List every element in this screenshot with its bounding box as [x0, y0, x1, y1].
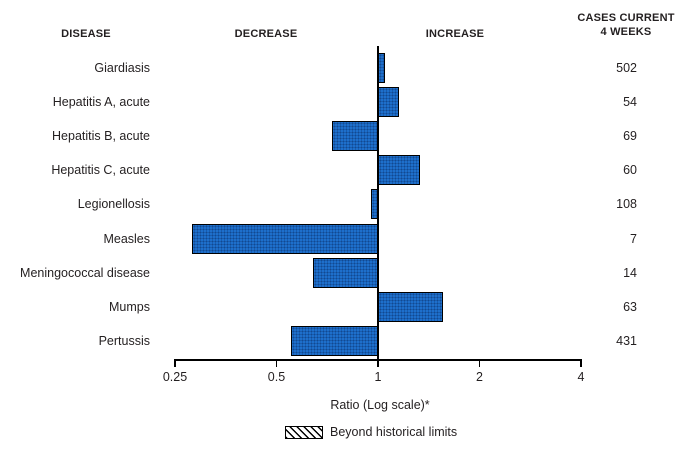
cases-current-value: 63	[623, 300, 637, 314]
ratio-bar	[378, 53, 386, 83]
x-axis-tick	[478, 359, 481, 367]
column-header-decrease: DECREASE	[234, 28, 298, 40]
ratio-bar	[378, 155, 420, 185]
cases-current-value: 69	[623, 129, 637, 143]
column-header-increase: INCREASE	[425, 28, 485, 40]
cases-current-value: 431	[616, 334, 637, 348]
cases-current-value: 108	[616, 197, 637, 211]
x-axis-tick-label: 1	[374, 370, 382, 384]
disease-label: Giardiasis	[94, 61, 150, 75]
ratio-bar	[290, 326, 378, 356]
ratio-bar	[191, 224, 378, 254]
cases-header-line1: CASES CURRENT	[577, 12, 675, 24]
disease-label: Measles	[103, 232, 150, 246]
disease-label: Hepatitis A, acute	[52, 95, 150, 109]
disease-label: Hepatitis B, acute	[52, 129, 150, 143]
x-axis-tick-label: 0.25	[162, 370, 188, 384]
cases-header-line2: 4 WEEKS	[600, 26, 652, 38]
disease-label: Mumps	[109, 300, 150, 314]
x-axis-tick	[275, 359, 278, 367]
beyond-historical-limits-swatch	[285, 426, 323, 439]
ratio-bar	[312, 258, 378, 288]
x-axis-tick	[174, 359, 176, 367]
cases-current-value: 54	[623, 95, 637, 109]
x-axis-tick-label: 4	[577, 370, 585, 384]
column-header-disease: DISEASE	[61, 28, 111, 40]
cases-current-value: 7	[630, 232, 637, 246]
ratio-bar	[378, 292, 444, 322]
ratio-bar	[331, 121, 378, 151]
ratio-bar	[378, 87, 399, 117]
disease-label: Meningococcal disease	[20, 266, 150, 280]
x-axis-tick	[580, 359, 582, 367]
column-header-cases-current: CASES CURRENT 4 WEEKS	[577, 11, 674, 39]
baseline-ratio-1-line	[377, 46, 379, 359]
x-axis-tick	[377, 359, 379, 367]
ratio-bar	[370, 189, 378, 219]
legend-label: Beyond historical limits	[330, 425, 458, 439]
x-axis-tick-label: 2	[476, 370, 483, 384]
disease-label: Hepatitis C, acute	[51, 163, 150, 177]
cases-current-value: 502	[616, 61, 637, 75]
cases-current-value: 60	[623, 163, 637, 177]
x-axis-tick-label: 0.5	[267, 370, 286, 384]
disease-label: Pertussis	[98, 334, 150, 348]
disease-label: Legionellosis	[77, 197, 150, 211]
x-axis-label: Ratio (Log scale)*	[330, 398, 430, 412]
cases-current-value: 14	[623, 266, 637, 280]
